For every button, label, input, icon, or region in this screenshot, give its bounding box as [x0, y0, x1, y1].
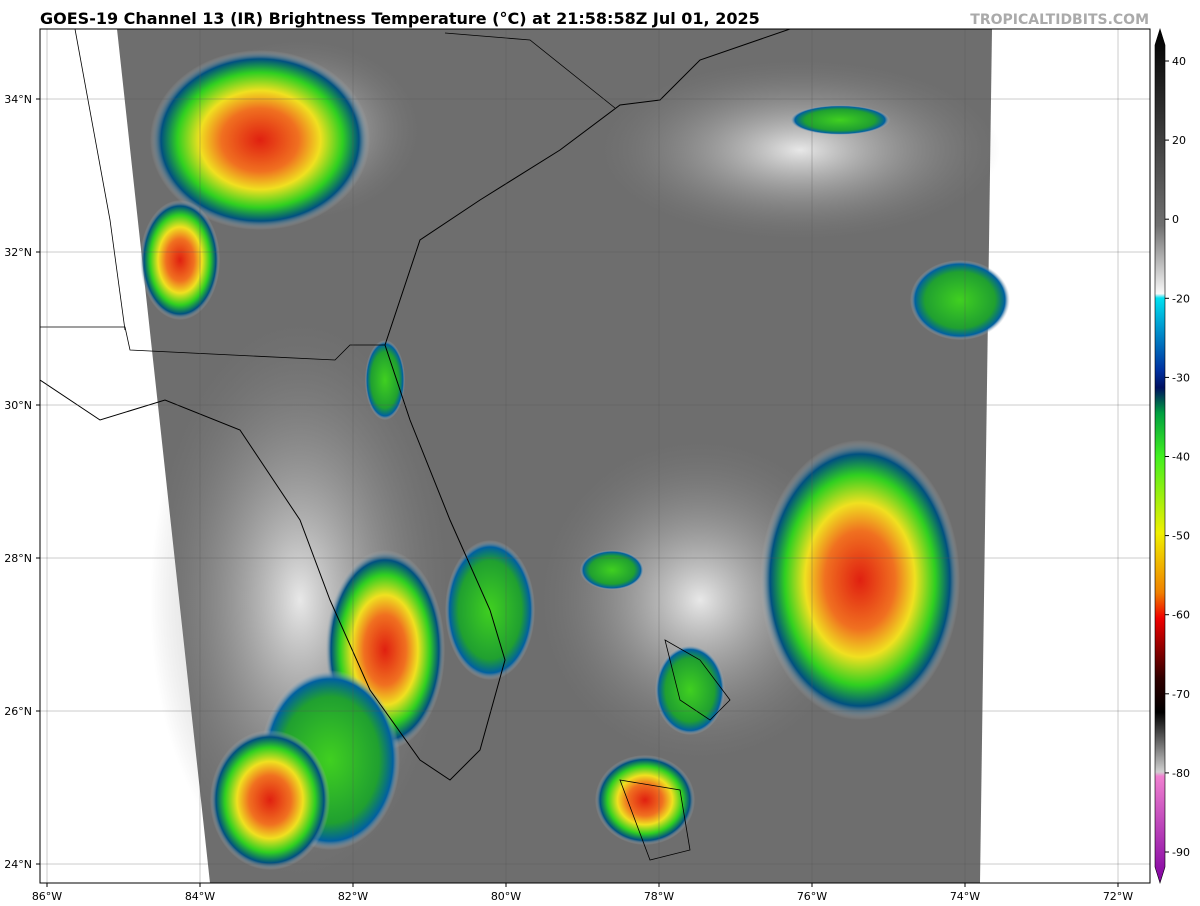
- lat-label: 32°N: [4, 246, 32, 259]
- colorbar-tick-label: -80: [1172, 767, 1190, 780]
- lat-label: 28°N: [4, 552, 32, 565]
- storm-cell: [595, 755, 695, 845]
- state-border: [444, 32, 616, 109]
- lon-label: 82°W: [338, 890, 368, 903]
- storm-cell: [150, 50, 370, 230]
- lat-label: 30°N: [4, 399, 32, 412]
- colorbar-tick-label: -50: [1172, 530, 1190, 543]
- storm-cell: [790, 105, 890, 135]
- colorbar-tick-label: 40: [1172, 55, 1186, 68]
- lat-label: 24°N: [4, 858, 32, 871]
- storm-cell: [365, 340, 405, 420]
- storm-cell: [760, 440, 960, 720]
- storm-cell: [210, 730, 330, 870]
- colorbar-ticks: 40 20 0 -20 -30 -40 -50 -60 -70 -80 -90: [1165, 55, 1190, 859]
- colorbar-tick-label: -60: [1172, 609, 1190, 622]
- lon-label: 74°W: [950, 890, 980, 903]
- storm-cell: [910, 260, 1010, 340]
- lon-label: 78°W: [644, 890, 674, 903]
- colorbar-tick-label: -90: [1172, 846, 1190, 859]
- colorbar-tick-label: 0: [1172, 213, 1179, 226]
- lon-label: 84°W: [185, 890, 215, 903]
- lon-label: 72°W: [1103, 890, 1133, 903]
- cloud-area: [600, 60, 1000, 240]
- colorbar-tick-label: -40: [1172, 451, 1190, 464]
- map-frame: [39, 28, 1151, 884]
- graticule: 34°N 32°N 30°N 28°N 26°N 24°N 86°W 84°W 82°W 80°W…: [4, 29, 1150, 903]
- imagery: [40, 29, 1010, 883]
- title: GOES-19 Channel 13 (IR) Brightness Tempe…: [40, 9, 760, 28]
- storm-cell: [140, 200, 220, 320]
- colorbar-tick-label: -30: [1172, 371, 1190, 384]
- colorbar: [1154, 27, 1166, 885]
- storm-cell: [655, 645, 725, 735]
- lon-label: 80°W: [491, 890, 521, 903]
- colorbar-tick-label: 20: [1172, 134, 1186, 147]
- lat-label: 34°N: [4, 93, 32, 106]
- state-border: [74, 29, 126, 331]
- source: TROPICALTIDBITS.COM: [970, 12, 1149, 28]
- lat-label: 26°N: [4, 705, 32, 718]
- colorbar-tick-label: -20: [1172, 292, 1190, 305]
- colorbar-tick-label: -70: [1172, 688, 1190, 701]
- lon-label: 86°W: [32, 890, 62, 903]
- islands: [619, 639, 731, 861]
- state-border: [40, 326, 385, 361]
- coastline: [40, 29, 791, 781]
- lon-label: 76°W: [797, 890, 827, 903]
- storm-cell: [580, 550, 644, 590]
